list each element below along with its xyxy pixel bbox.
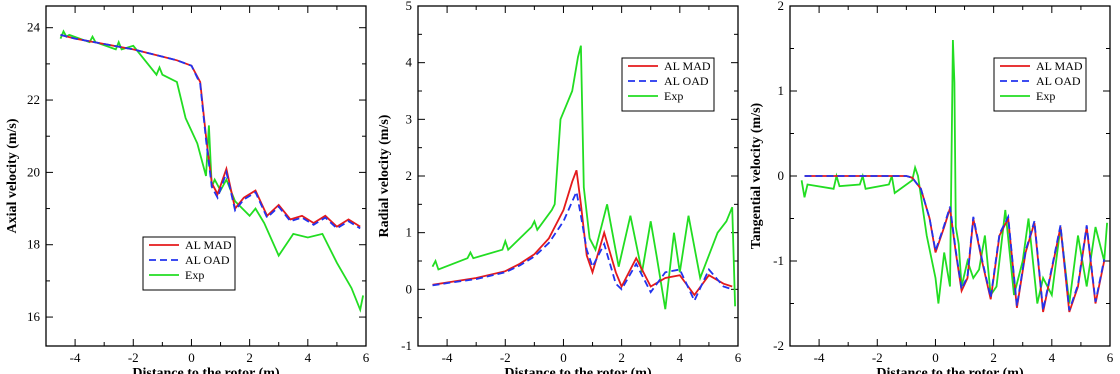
plot-frame <box>45 5 367 347</box>
x-tick-label: -2 <box>872 350 883 365</box>
y-tick-label: 1 <box>406 225 413 240</box>
x-tick-label: 2 <box>618 350 625 365</box>
y-tick-label: 4 <box>406 55 413 70</box>
y-tick-label: 2 <box>406 168 413 183</box>
x-tick-label: 4 <box>1049 350 1056 365</box>
x-tick-label: 6 <box>735 350 742 365</box>
x-tick-label: -2 <box>500 350 511 365</box>
series-line-al-mad <box>432 169 733 297</box>
y-tick-label: 3 <box>406 111 413 126</box>
series-line-al-oad <box>60 34 361 230</box>
legend-label: AL MAD <box>185 238 232 252</box>
x-axis-title: Distance to the rotor (m) <box>504 366 652 374</box>
y-tick-label: 20 <box>27 164 40 179</box>
legend-label: AL MAD <box>664 59 711 73</box>
x-tick-label: 0 <box>560 350 567 365</box>
x-tick-label: -4 <box>814 350 825 365</box>
x-tick-label: 6 <box>1107 350 1114 365</box>
y-axis-title: Radial velocity (m/s) <box>377 114 392 237</box>
y-tick-label: 1 <box>778 83 785 98</box>
x-tick-label: 0 <box>932 350 939 365</box>
y-axis-title: Axial velocity (m/s) <box>5 118 20 233</box>
x-tick-label: 0 <box>188 350 195 365</box>
y-tick-label: 0 <box>778 168 785 183</box>
x-tick-label: 4 <box>305 350 312 365</box>
x-tick-label: -2 <box>128 350 139 365</box>
x-tick-label: -4 <box>70 350 81 365</box>
series-line-exp <box>431 45 736 310</box>
y-tick-label: 0 <box>406 281 413 296</box>
x-tick-label: -4 <box>442 350 453 365</box>
y-tick-label: 5 <box>406 0 413 13</box>
series-line-exp <box>800 39 1108 304</box>
series-line-al-mad <box>60 34 361 228</box>
y-tick-label: 22 <box>27 92 40 107</box>
legend-label: Exp <box>1036 89 1055 103</box>
series-line-exp <box>59 29 364 313</box>
y-tick-label: 16 <box>27 309 41 324</box>
series-line-al-oad <box>432 188 733 303</box>
legend-label: Exp <box>185 268 204 282</box>
y-tick-label: -1 <box>773 253 784 268</box>
x-tick-label: 2 <box>246 350 253 365</box>
x-tick-label: 2 <box>990 350 997 365</box>
legend-label: AL MAD <box>1036 59 1083 73</box>
y-tick-label: 24 <box>27 20 41 35</box>
y-tick-label: 2 <box>778 0 785 13</box>
x-tick-label: 6 <box>363 350 370 365</box>
y-axis-title: Tangential velocity (m/s) <box>749 102 764 249</box>
y-tick-label: 18 <box>27 237 40 252</box>
legend-label: AL OAD <box>185 253 230 267</box>
legend-label: AL OAD <box>664 74 709 88</box>
y-tick-label: -2 <box>773 338 784 353</box>
y-tick-label: -1 <box>401 338 412 353</box>
x-axis-title: Distance to the rotor (m) <box>132 366 280 374</box>
x-axis-title: Distance to the rotor (m) <box>876 366 1024 374</box>
x-tick-label: 4 <box>677 350 684 365</box>
legend-label: Exp <box>664 89 683 103</box>
series-line-al-oad <box>804 175 1106 311</box>
legend-label: AL OAD <box>1036 74 1081 88</box>
chart-panel-2: -4 -2 0 2 4 6 -1 0 1 2 3 4 5 Distance to the rotor (m… <box>377 0 742 374</box>
